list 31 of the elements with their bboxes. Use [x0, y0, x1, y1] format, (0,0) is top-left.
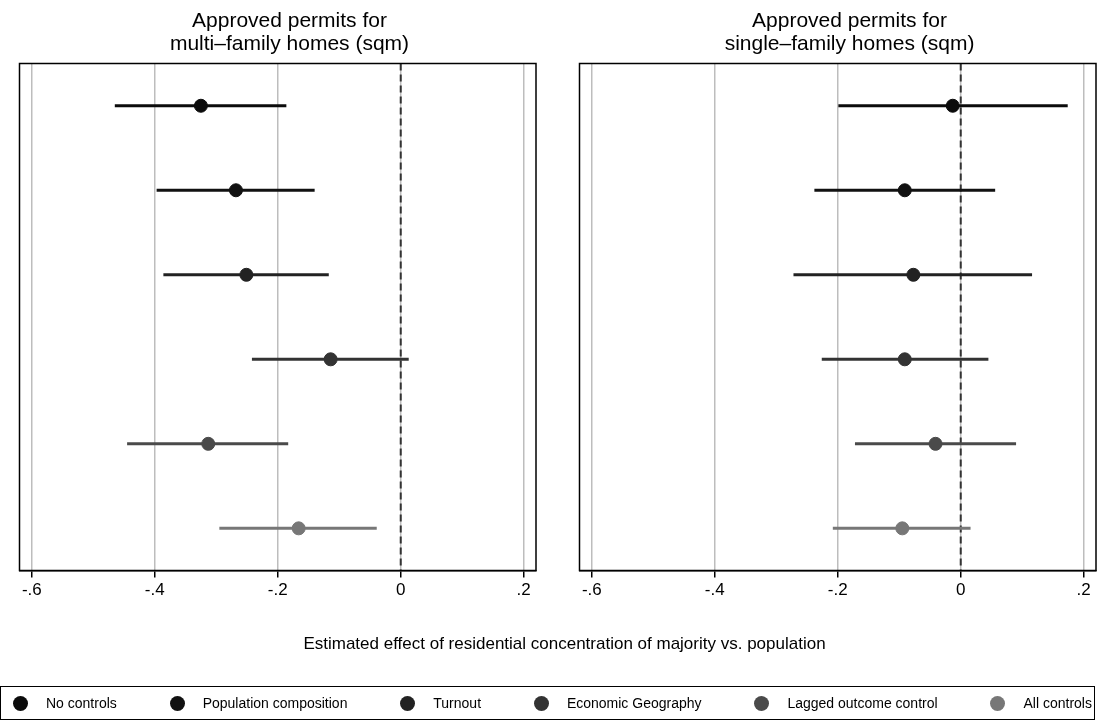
x-tick-label: -.6 [581, 580, 602, 600]
x-tick-label: -.2 [827, 580, 848, 600]
legend-label: Population composition [202, 695, 348, 711]
point [945, 98, 960, 113]
x-tick-label: -.2 [267, 580, 288, 600]
legend-label: No controls [46, 695, 117, 711]
legend-label: Lagged outcome control [787, 695, 938, 711]
x-tick-label: -.6 [21, 580, 42, 600]
legend-label: All controls [1023, 695, 1092, 711]
x-tick-label: -.4 [704, 580, 725, 600]
chart-title: Approved permits for single–family homes (sqm) [723, 8, 976, 56]
point [895, 521, 910, 536]
point [291, 521, 306, 536]
point [193, 98, 208, 113]
x-tick-label: .2 [1076, 580, 1091, 600]
x-tick-label: 0 [395, 580, 406, 600]
point [928, 436, 943, 451]
point [897, 352, 912, 367]
point [906, 267, 921, 282]
point [239, 267, 254, 282]
chart-title: Approved permits for multi–family homes (sqm) [168, 8, 411, 56]
point [897, 183, 912, 198]
x-tick-label: .2 [516, 580, 531, 600]
point [201, 436, 216, 451]
x-tick-label: 0 [955, 580, 966, 600]
x-axis-title: Estimated effect of residential concentration of majority vs. population [302, 634, 827, 654]
legend-label: Economic Geography [566, 695, 702, 711]
point [228, 183, 243, 198]
point [323, 352, 338, 367]
legend-label: Turnout [433, 695, 482, 711]
x-tick-label: -.4 [144, 580, 165, 600]
